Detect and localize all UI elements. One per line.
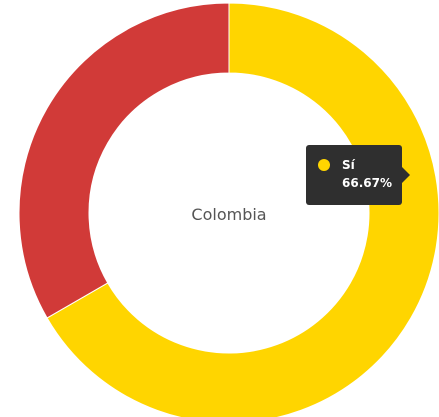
donut-slice-no[interactable] (18, 2, 230, 319)
tooltip-header: Sí (318, 157, 402, 173)
tooltip: Sí 66.67% (306, 145, 410, 205)
slices-group (18, 2, 439, 417)
tooltip-series-name: Sí (342, 158, 355, 172)
tooltip-value: 66.67% (342, 176, 392, 190)
center-label: Colombia (191, 205, 266, 224)
tooltip-swatch-icon (318, 159, 330, 171)
